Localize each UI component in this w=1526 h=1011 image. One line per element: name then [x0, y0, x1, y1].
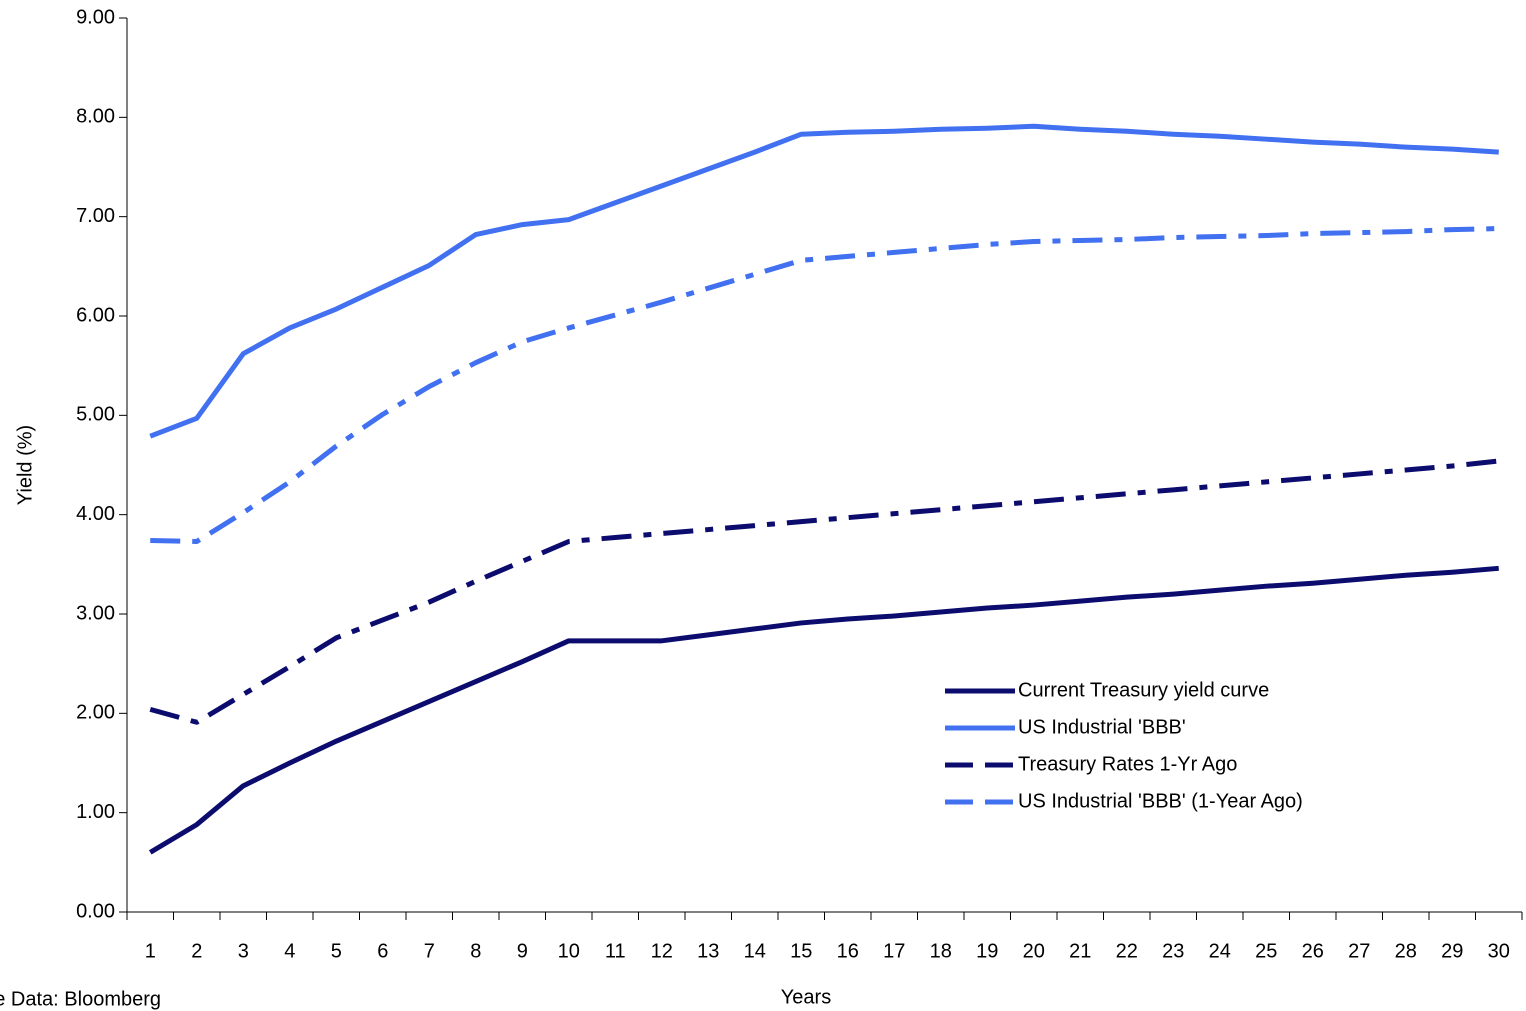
x-tick-label: 18 [930, 940, 952, 962]
x-tick-label: 20 [1023, 940, 1045, 962]
x-tick-label: 21 [1069, 940, 1091, 962]
x-tick-label: 8 [470, 940, 481, 962]
x-tick-label: 7 [424, 940, 435, 962]
series-line [148, 565, 1499, 855]
y-tick-label: 2.00 [76, 702, 115, 724]
legend-label: Current Treasury yield curve [1018, 679, 1269, 701]
x-tick-label: 3 [238, 940, 249, 962]
y-tick-label: 4.00 [76, 503, 115, 525]
x-tick-label: 30 [1488, 940, 1510, 962]
source-note: Source Data: Bloomberg [0, 988, 161, 1010]
y-axis-title: Yield (%) [14, 425, 36, 505]
series-line [149, 123, 1499, 439]
y-tick-label: 1.00 [76, 801, 115, 823]
y-tick-label: 0.00 [76, 900, 115, 922]
legend-label: US Industrial 'BBB' [1018, 716, 1186, 738]
y-tick-label: 6.00 [76, 304, 115, 326]
x-tick-label: 13 [697, 940, 719, 962]
x-tick-label: 19 [976, 940, 998, 962]
y-tick-label: 7.00 [76, 205, 115, 227]
x-tick-label: 5 [331, 940, 342, 962]
x-tick-label: 1 [145, 940, 156, 962]
x-tick-label: 12 [651, 940, 673, 962]
legend-label: US Industrial 'BBB' (1-Year Ago) [1018, 790, 1303, 812]
y-tick-label: 3.00 [76, 602, 115, 624]
legend-label: Treasury Rates 1-Yr Ago [1018, 753, 1237, 775]
x-tick-label: 27 [1348, 940, 1370, 962]
series-line [150, 226, 1499, 544]
x-axis-title: Years [781, 986, 831, 1008]
x-tick-label: 15 [790, 940, 812, 962]
x-tick-label: 26 [1302, 940, 1324, 962]
x-tick-label: 17 [883, 940, 905, 962]
x-tick-label: 9 [517, 940, 528, 962]
x-tick-label: 22 [1116, 940, 1138, 962]
x-tick-label: 10 [558, 940, 580, 962]
y-tick-label: 8.00 [76, 106, 115, 128]
x-tick-label: 24 [1209, 940, 1231, 962]
x-tick-label: 2 [191, 940, 202, 962]
x-tick-label: 6 [377, 940, 388, 962]
y-tick-label: 9.00 [76, 6, 115, 28]
x-tick-label: 23 [1162, 940, 1184, 962]
x-tick-label: 11 [605, 940, 626, 962]
x-tick-label: 29 [1441, 940, 1463, 962]
x-tick-label: 4 [284, 940, 295, 962]
x-tick-label: 28 [1395, 940, 1417, 962]
series-line [149, 458, 1500, 725]
x-tick-label: 16 [837, 940, 859, 962]
y-tick-label: 5.00 [76, 404, 115, 426]
x-tick-label: 25 [1255, 940, 1277, 962]
x-tick-label: 14 [744, 940, 766, 962]
